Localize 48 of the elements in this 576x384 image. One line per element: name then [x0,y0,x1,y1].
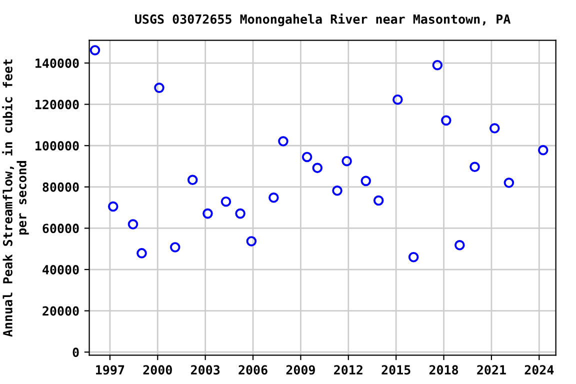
point [268,192,279,203]
point [220,196,232,207]
x-tick-label: 2012 [334,365,362,375]
y-tick-label: 80000 [42,182,79,192]
point [235,208,246,219]
point [312,162,323,174]
x-tick-label: 2021 [477,365,506,375]
y-tick-label: 40000 [42,264,79,274]
x-tick-label: 2000 [143,365,172,375]
point [454,240,465,250]
point [392,94,403,105]
point [432,60,443,70]
point [470,162,480,172]
x-tick-label: 2003 [190,365,220,375]
point [154,82,164,93]
point [246,236,257,246]
point [538,145,548,156]
point [170,242,180,252]
y-axis-title: Annual Peak Streamflow, in cubic feet per second [2,60,29,337]
point [408,252,419,262]
point [90,45,100,56]
y-tick-label: 140000 [36,58,79,68]
point [187,174,198,186]
point [504,178,514,188]
point [302,152,312,162]
point [108,201,118,212]
x-tick-label: 2015 [382,365,410,375]
point [278,136,288,146]
point [202,208,213,219]
point [136,248,147,258]
point [332,185,342,196]
chart-title: USGS 03072655 Monongahela River near Masontown, PA [135,13,511,26]
x-tick-label: 2009 [286,365,315,375]
point [441,115,452,126]
x-tick-label: 2006 [238,365,268,375]
y-tick-label: 0 [72,348,79,358]
y-tick-label: 60000 [42,224,79,234]
x-tick-label: 2018 [429,365,458,375]
x-tick-label: 1997 [96,365,124,375]
y-tick-label: 20000 [42,306,79,316]
point [489,123,500,134]
point [360,176,372,186]
point [342,156,352,166]
y-tick-label: 100000 [36,141,79,151]
point [128,219,138,230]
x-tick-label: 2024 [524,365,554,375]
y-tick-label: 120000 [36,100,79,110]
point [373,195,384,206]
